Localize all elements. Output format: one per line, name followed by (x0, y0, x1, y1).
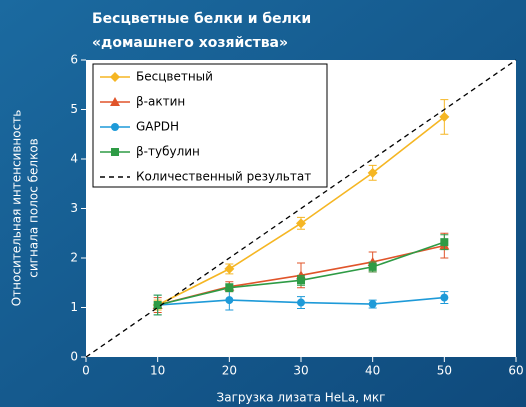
x-axis-label: Загрузка лизата HeLa, мкг (217, 391, 386, 405)
legend: Бесцветный β-актин GAPDH β-тубулин Количеств… (92, 63, 328, 188)
legend-label: GAPDH (136, 120, 179, 134)
marker (225, 296, 234, 305)
marker (111, 123, 119, 131)
marker (110, 72, 120, 82)
legend-label: β-актин (136, 95, 185, 109)
x-tick-label: 20 (222, 364, 237, 378)
x-tick-label: 30 (293, 364, 308, 378)
marker (297, 276, 305, 285)
chart-title: Бесцветные белки и белки (92, 11, 311, 27)
marker (296, 218, 306, 229)
y-axis-label: Относительная интенсивность (10, 110, 24, 307)
y-tick-label: 4 (70, 152, 78, 166)
y-axis-label: сигнала полос белков (27, 138, 41, 277)
y-tick-label: 6 (70, 53, 78, 67)
marker (111, 148, 119, 156)
marker (440, 238, 449, 247)
legend-label: β-тубулин (136, 145, 200, 159)
legend-label: Бесцветный (136, 70, 213, 84)
chart-title: «домашнего хозяйства» (92, 35, 288, 51)
x-tick-label: 60 (508, 364, 523, 378)
marker (440, 293, 449, 302)
legend-label: Количественный результат (136, 170, 311, 184)
x-tick-label: 40 (365, 364, 380, 378)
marker (153, 301, 162, 310)
marker (439, 111, 450, 122)
marker (368, 300, 377, 309)
y-tick-label: 1 (70, 300, 78, 314)
marker (367, 167, 378, 178)
marker (224, 263, 235, 274)
series-line (85, 59, 517, 358)
y-tick-label: 5 (70, 102, 78, 116)
marker (297, 298, 305, 307)
x-tick-label: 50 (437, 364, 452, 378)
x-tick-label: 10 (150, 364, 165, 378)
y-tick-label: 3 (70, 201, 78, 215)
y-tick-label: 0 (70, 350, 78, 364)
marker (110, 97, 120, 106)
legend-box (92, 63, 328, 188)
marker (225, 283, 234, 292)
y-tick-label: 2 (70, 251, 78, 265)
marker (368, 262, 377, 271)
x-tick-label: 0 (82, 364, 90, 378)
